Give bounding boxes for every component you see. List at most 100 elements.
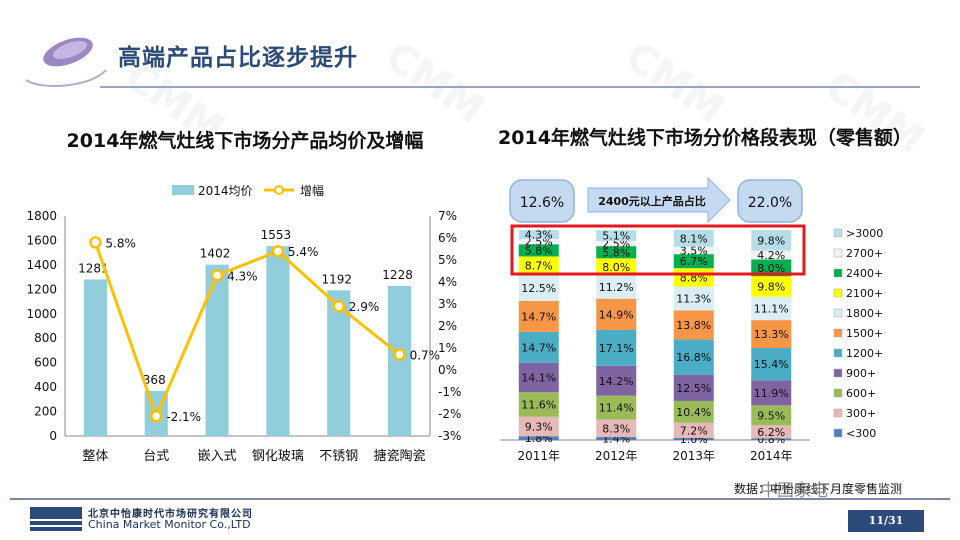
segment-value-label: 14.1% [521,372,556,385]
y2-tick-label: 6% [438,231,457,245]
segment-value-label: 9.8% [757,280,785,293]
stacked-segment [751,438,792,440]
segment-value-label: 6.2% [757,426,785,439]
stacked-segment [673,400,714,423]
bar-value-label: 1192 [321,272,352,286]
y-tick-label: 800 [34,331,57,345]
callout-value-left: 12.6% [520,195,564,211]
bar-value-label: 1281 [78,261,109,275]
segment-value-label: 13.3% [754,328,789,341]
growth-point [210,269,224,282]
stacked-segment [596,275,637,299]
segment-value-label: 8.7% [525,260,553,273]
segment-value-label: 11.4% [599,402,634,415]
stacked-segment [518,256,559,275]
segment-value-label: 11.2% [599,281,634,294]
bar [327,290,351,436]
y2-tick-label: 1% [438,341,457,355]
legend-label: 900+ [846,367,876,380]
segment-value-label: 16.8% [676,351,711,364]
legend-label: 2100+ [846,287,883,300]
segment-value-label: 9.8% [757,234,785,247]
stacked-segment [596,298,637,330]
segment-value-label: 11.6% [521,399,556,412]
growth-value-label: 5.8% [105,236,135,250]
segment-value-label: 12.5% [676,382,711,395]
stacked-segment [751,250,792,260]
growth-value-label: -2.1% [166,410,201,424]
segment-value-label: 8.1% [680,232,708,245]
data-source-note: 数据：中怡康线下月度零售监测 [734,482,903,496]
y2-tick-label: 5% [438,253,457,267]
company-name-cn: 北京中怡康时代市场研究有限公司 [88,509,253,520]
footer-divider [10,498,950,500]
page-title: 高端产品占比逐步提升 [118,45,358,71]
segment-value-label: 15.4% [754,358,789,371]
legend-swatch-marker [274,185,284,195]
x-tick-label: 2013年 [672,449,715,463]
growth-point [393,348,406,361]
segment-value-label: 8.0% [602,261,630,274]
stacked-segment [596,258,637,276]
segment-value-label: 14.7% [521,310,556,323]
stacked-segment [596,419,637,438]
growth-value-label: 4.3% [227,269,257,283]
x-tick-label: 不锈钢 [319,449,358,464]
segment-value-label: 14.7% [521,341,556,354]
segment-value-label: 5.8% [602,246,630,259]
legend-label: <300 [846,427,876,440]
segment-value-label: 13.8% [676,319,711,332]
segment-value-label: 7.2% [680,424,708,437]
stacked-segment [596,230,637,241]
bar-value-label: 1553 [261,228,292,242]
stacked-segment [673,229,714,247]
company-name-en: China Market Monitor Co.,LTD [88,518,251,531]
y-tick-label: 1000 [26,307,57,321]
legend-label: 1800+ [846,307,883,320]
stacked-segment [596,395,637,420]
legend-label: 增幅 [300,183,324,198]
stacked-segment [673,286,714,311]
segment-value-label: 14.2% [599,375,634,388]
segment-value-label: 11.1% [754,302,789,315]
y-tick-label: 1400 [26,258,57,272]
stacked-segment [673,310,714,340]
stacked-segment [596,437,637,440]
stacked-segment [596,246,637,259]
stacked-segment [518,274,559,301]
legend-swatch [833,288,843,298]
x-tick-label: 台式 [143,449,169,464]
bar [83,279,107,436]
callout-arrow [587,176,731,224]
stacked-segment [673,437,714,440]
stacked-segment [751,296,792,321]
title-divider [100,86,920,88]
stacked-segment [673,339,714,375]
stacked-segment [596,240,637,247]
segment-value-label: 9.3% [525,420,553,433]
growth-value-label: 2.9% [349,300,380,314]
wechat-watermark: 中国家电 [760,481,828,501]
callout-value-right: 22.0% [748,195,792,211]
legend-swatch [833,248,843,258]
growth-point [271,244,285,258]
y-tick-label: 1800 [26,209,57,223]
legend-swatch [833,328,843,338]
segment-value-label: 10.4% [676,406,711,419]
bar-value-label: 1402 [200,247,231,261]
stacked-segment [673,422,714,438]
stacked-segment [673,374,714,401]
y2-tick-label: 7% [438,209,457,223]
page-number: 11/31 [848,510,924,532]
growth-point [89,236,102,249]
callout-bubble-right [737,179,803,223]
segment-value-label: 8.0% [757,262,785,275]
stacked-segment [518,244,559,257]
stacked-segment [518,362,559,393]
stacked-segment [596,329,637,366]
y-tick-label: 600 [34,356,57,370]
stacked-segment [518,230,559,240]
segment-value-label: 17.1% [599,342,634,355]
